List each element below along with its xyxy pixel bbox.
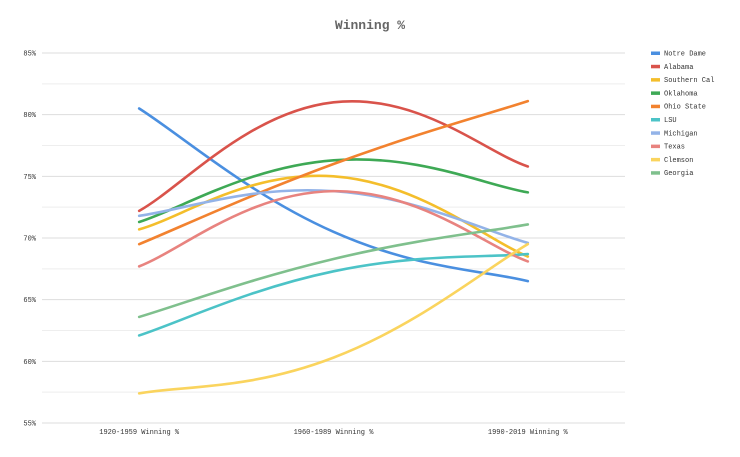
legend-label: LSU (664, 117, 677, 125)
series-line-notre-dame (137, 107, 530, 283)
x-tick-label: 1920-1959 Winning % (99, 429, 180, 437)
legend-label: Alabama (664, 64, 693, 72)
legend-item-notre-dame: Notre Dame (651, 51, 706, 59)
x-tick-label: 1960-1989 Winning % (294, 429, 375, 437)
y-tick-label: 65% (23, 297, 36, 305)
legend-swatch (651, 157, 660, 162)
legend-label: Notre Dame (664, 51, 706, 59)
legend-swatch (651, 78, 660, 82)
legend-label: Oklahoma (664, 90, 698, 98)
legend-swatch (651, 51, 660, 55)
legend-label: Southern Cal (664, 77, 714, 85)
series-line-southern-cal (137, 174, 530, 258)
chart-title: Winning % (334, 18, 406, 33)
y-tick-label: 55% (23, 421, 36, 429)
series-line-oklahoma (137, 158, 530, 224)
legend-swatch (651, 118, 660, 122)
series-line-georgia (137, 223, 530, 319)
legend-item-alabama: Alabama (651, 64, 693, 72)
legend-label: Clemson (664, 157, 693, 165)
legend-item-texas: Texas (651, 144, 685, 152)
legend-item-clemson: Clemson (651, 157, 693, 165)
legend-item-ohio-state: Ohio State (651, 104, 706, 112)
legend-swatch (651, 144, 660, 149)
series-line-ohio-state (137, 99, 530, 246)
legend-label: Michigan (664, 130, 698, 138)
series-line-lsu (137, 252, 530, 337)
legend-swatch (651, 171, 660, 175)
legend-label: Georgia (664, 170, 693, 178)
legend-item-southern-cal: Southern Cal (651, 77, 714, 85)
y-tick-label: 85% (23, 51, 36, 59)
y-tick-label: 80% (23, 112, 36, 120)
legend-item-michigan: Michigan (651, 130, 698, 138)
legend-label: Ohio State (664, 104, 706, 112)
series-line-clemson (137, 242, 530, 395)
series-line-alabama (137, 99, 530, 213)
legend-item-oklahoma: Oklahoma (651, 90, 698, 98)
legend-swatch (651, 104, 660, 109)
y-tick-label: 60% (23, 359, 36, 367)
series-line-texas (137, 189, 530, 268)
x-tick-label: 1990-2019 Winning % (488, 429, 569, 437)
legend-swatch (651, 131, 660, 135)
y-tick-label: 70% (23, 236, 36, 244)
legend-swatch (651, 91, 660, 95)
legend-item-lsu: LSU (651, 117, 677, 125)
legend-label: Texas (664, 144, 685, 152)
y-tick-label: 75% (23, 174, 36, 182)
legend-swatch (651, 64, 660, 69)
legend-item-georgia: Georgia (651, 170, 693, 178)
